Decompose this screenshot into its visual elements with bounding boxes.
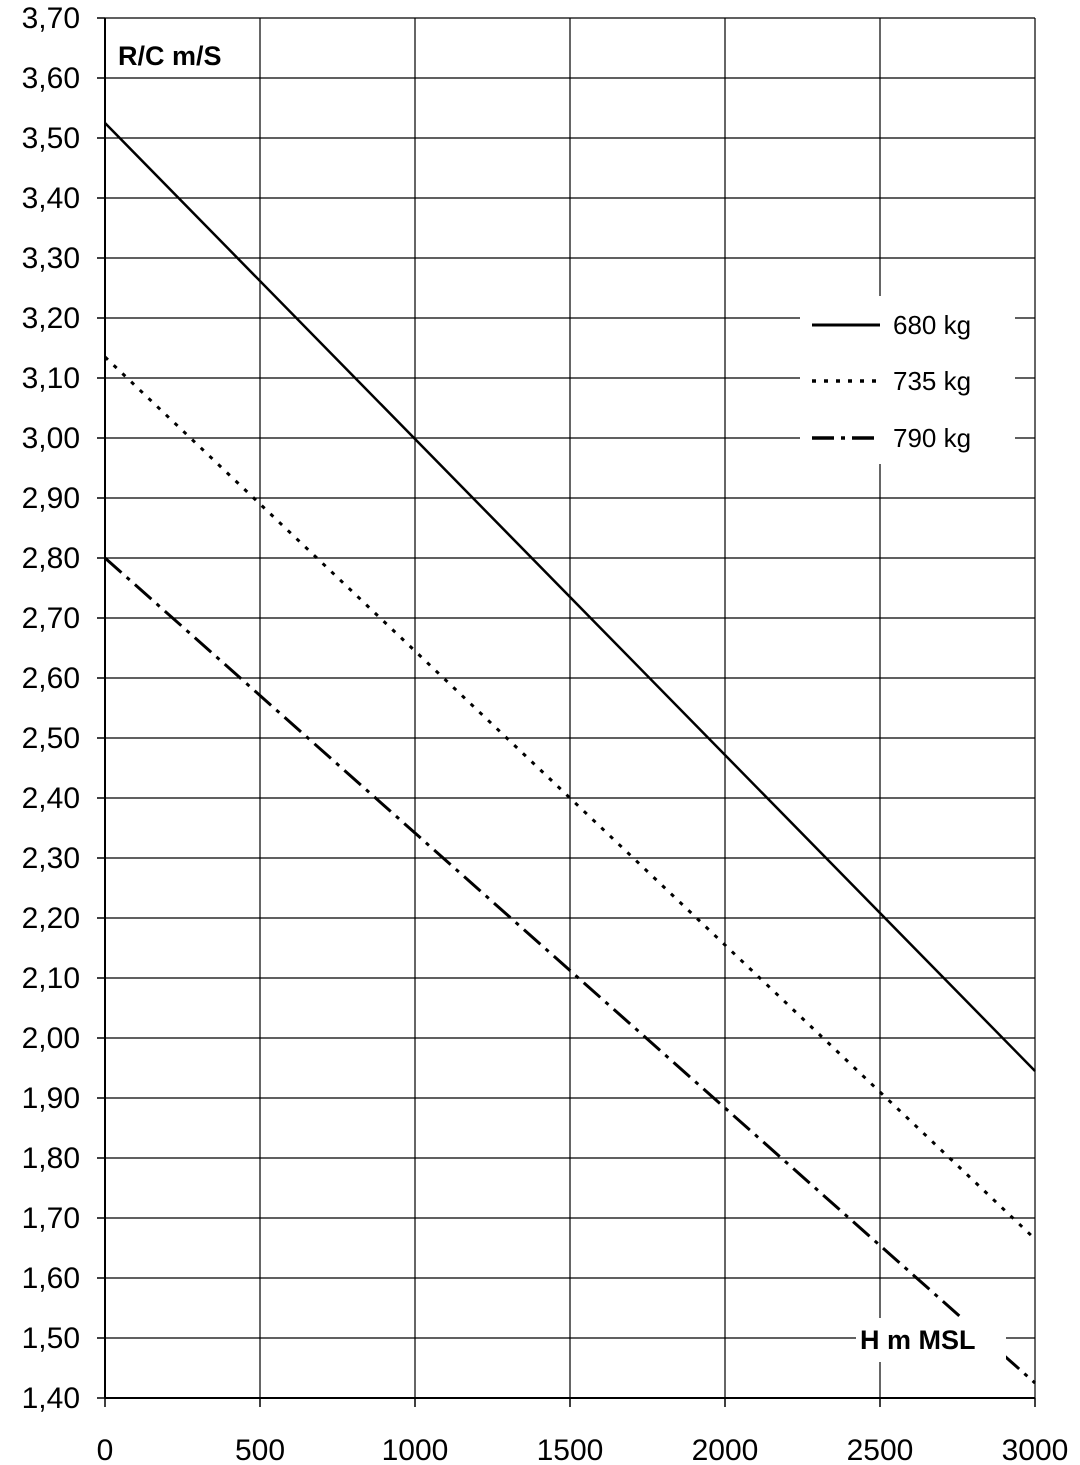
tick-labels: 1,40 1,50 1,60 1,70 1,80 1,90 2,00 2,10 2,20 2,30… <box>22 2 1069 1465</box>
y-tick-label: 1,40 <box>22 1382 80 1415</box>
series-line <box>104 556 1036 1385</box>
y-tick-label: 3,10 <box>22 362 80 395</box>
series-lines <box>103 122 1037 1385</box>
x-axis-label: H m MSL <box>860 1325 976 1355</box>
y-tick-label: 2,90 <box>22 482 80 515</box>
axes <box>97 17 1036 1407</box>
x-tick-label: 500 <box>235 1434 285 1465</box>
legend-label: 735 kg <box>893 366 971 396</box>
y-tick-label: 1,70 <box>22 1202 80 1235</box>
y-tick-label: 2,00 <box>22 1022 80 1055</box>
y-tick-label: 1,80 <box>22 1142 80 1175</box>
y-axis-label: R/C m/S <box>118 41 222 71</box>
y-tick-label: 2,20 <box>22 902 80 935</box>
y-tick-label: 1,90 <box>22 1082 80 1115</box>
x-tick-label: 2000 <box>692 1434 759 1465</box>
x-tick-label: 3000 <box>1002 1434 1069 1465</box>
series-line <box>103 355 1037 1241</box>
y-tick-label: 1,60 <box>22 1262 80 1295</box>
y-tick-label: 2,70 <box>22 602 80 635</box>
legend-label: 680 kg <box>893 310 971 340</box>
y-tick-label: 1,50 <box>22 1322 80 1355</box>
y-tick-label: 3,00 <box>22 422 80 455</box>
x-axis-title: H m MSL <box>856 1318 1006 1362</box>
y-tick-label: 2,50 <box>22 722 80 755</box>
y-tick-label: 3,40 <box>22 182 80 215</box>
x-tick-label: 0 <box>97 1434 114 1465</box>
grid <box>104 17 1036 1399</box>
legend-label: 790 kg <box>893 423 971 453</box>
x-axis-label-background <box>856 1318 1006 1362</box>
y-tick-label: 3,50 <box>22 122 80 155</box>
y-tick-label: 2,30 <box>22 842 80 875</box>
x-tick-label: 1500 <box>537 1434 604 1465</box>
y-tick-label: 2,60 <box>22 662 80 695</box>
x-tick-label: 1000 <box>382 1434 449 1465</box>
y-tick-label: 2,10 <box>22 962 80 995</box>
y-tick-label: 3,20 <box>22 302 80 335</box>
y-tick-label: 2,80 <box>22 542 80 575</box>
y-tick-label: 3,70 <box>22 2 80 35</box>
y-tick-label: 3,60 <box>22 62 80 95</box>
x-tick-label: 2500 <box>847 1434 914 1465</box>
y-axis-title: R/C m/S <box>118 41 222 71</box>
series-line <box>104 122 1036 1072</box>
y-tick-label: 2,40 <box>22 782 80 815</box>
legend: 680 kg 735 kg 790 kg <box>800 296 1015 464</box>
y-tick-label: 3,30 <box>22 242 80 275</box>
